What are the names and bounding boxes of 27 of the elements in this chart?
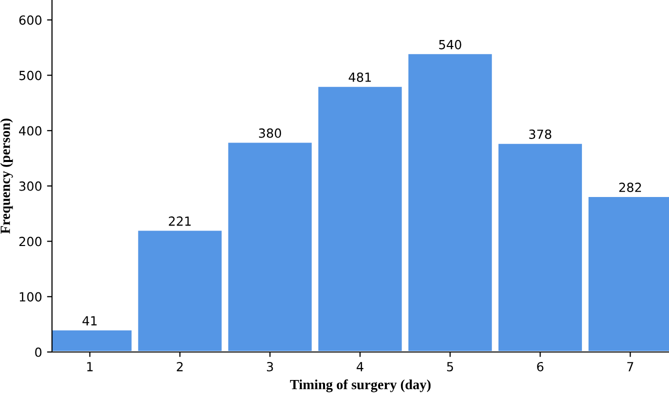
bar (406, 52, 494, 352)
data-label: 378 (529, 130, 552, 139)
data-label: 540 (439, 40, 462, 50)
x-tick-label: 2 (176, 362, 183, 372)
x-tick-label: 3 (266, 362, 273, 372)
y-tick-label: 500 (19, 70, 42, 80)
y-tick-label: 0 (35, 347, 42, 357)
bar (316, 84, 404, 352)
bar (226, 140, 314, 352)
data-label: 481 (348, 72, 371, 82)
x-tick-label: 1 (87, 362, 93, 372)
y-tick-label: 600 (19, 15, 42, 25)
data-label: 221 (168, 216, 191, 226)
y-tick-label: 300 (19, 181, 42, 191)
x-axis-title: Timing of surgery (day) (290, 379, 431, 392)
data-label: 282 (619, 182, 641, 192)
y-tick-label: 100 (20, 292, 42, 302)
data-label: 380 (259, 128, 282, 138)
data-label: 41 (82, 316, 97, 326)
x-tick-label: 6 (537, 362, 544, 372)
y-tick-label: 400 (19, 126, 42, 136)
x-tick-label: 4 (356, 362, 364, 372)
y-tick-label: 200 (19, 236, 42, 246)
y-axis-title: Frequency (person) (0, 118, 13, 234)
x-tick-label: 5 (447, 362, 454, 372)
x-tick-label: 7 (627, 362, 634, 372)
bar (136, 228, 224, 352)
